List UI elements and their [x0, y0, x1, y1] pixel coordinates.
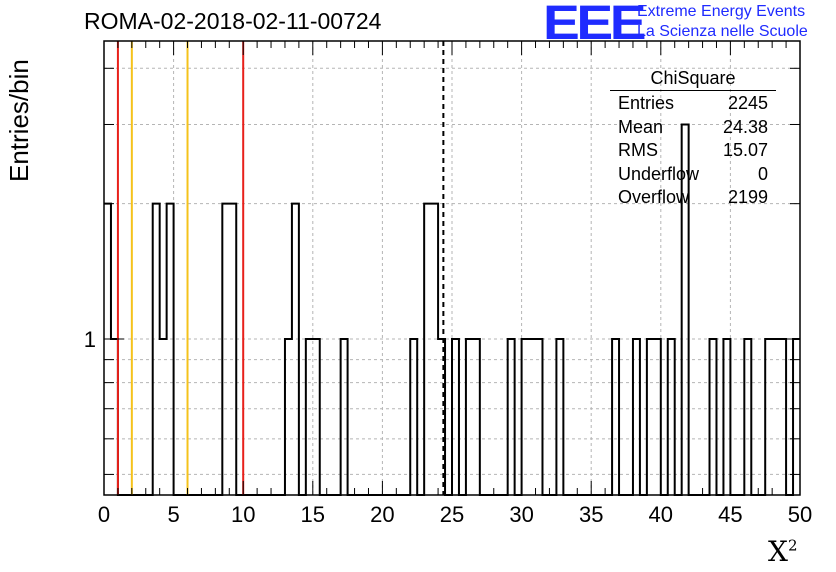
histogram-bin — [292, 204, 299, 495]
axis-ticks — [103, 41, 801, 495]
histogram-bin — [779, 339, 786, 495]
eee-logo: EEE — [543, 0, 647, 50]
stats-label: Entries — [618, 93, 675, 113]
stats-value: 2199 — [727, 187, 768, 207]
stats-value: 24.38 — [722, 116, 768, 137]
x-axis-label-sup: 2 — [787, 536, 798, 555]
x-tick-label: 20 — [370, 502, 394, 527]
histogram-bin — [313, 339, 320, 495]
x-tick-label: 50 — [788, 502, 812, 527]
histogram-bin — [111, 339, 118, 495]
histogram-bin — [466, 339, 473, 495]
x-tick-label: 35 — [579, 502, 603, 527]
x-tick-labels: 0 5 10 15 20 25 30 35 40 45 50 — [98, 502, 812, 527]
histogram-bin — [341, 339, 348, 495]
histogram-bin — [222, 204, 229, 495]
stats-row-overflow: Overflow 2199 — [610, 187, 776, 211]
histogram-bin — [633, 339, 640, 495]
histogram-bin — [229, 204, 236, 495]
stats-label: RMS — [618, 140, 658, 160]
y-tick-labels: 1 — [84, 327, 96, 352]
histogram-bin — [473, 339, 480, 495]
x-tick-label: 10 — [231, 502, 255, 527]
histogram-bin — [452, 339, 459, 495]
x-tick-label: 0 — [98, 502, 110, 527]
stats-row-mean: Mean 24.38 — [610, 117, 776, 141]
histogram-bin — [710, 339, 717, 495]
stats-label: Underflow — [618, 163, 700, 184]
x-tick-label: 15 — [301, 502, 325, 527]
histogram-bin — [793, 339, 800, 495]
histogram-bin — [424, 204, 431, 495]
stats-row-rms: RMS 15.07 — [610, 140, 776, 164]
histogram-bin — [153, 204, 160, 495]
histogram-bin — [612, 339, 619, 495]
stats-title: ChiSquare — [610, 68, 776, 91]
histogram-bin — [556, 339, 563, 495]
logo-line-2: La Scienza nelle Scuole — [637, 23, 808, 40]
y-tick-label: 1 — [84, 327, 96, 352]
histogram-bin — [160, 339, 167, 495]
x-axis-label-text: X — [768, 535, 788, 568]
stats-label: Overflow — [618, 187, 690, 207]
histogram-bin — [285, 339, 292, 495]
chart-title: ROMA-02-2018-02-11-00724 — [84, 8, 382, 34]
x-tick-label: 40 — [649, 502, 673, 527]
x-tick-label: 30 — [509, 502, 533, 527]
logo-line-1: Extreme Energy Events — [637, 3, 806, 20]
x-tick-label: 25 — [440, 502, 464, 527]
histogram-bin — [306, 339, 313, 495]
histogram-bin — [522, 339, 529, 495]
histogram-bin — [508, 339, 515, 495]
stats-label: Mean — [618, 116, 664, 137]
histogram-bin — [431, 204, 438, 495]
histogram-bin — [744, 339, 751, 495]
histogram-bin — [104, 204, 111, 495]
histogram-bin — [654, 339, 661, 495]
histogram-bin — [647, 339, 654, 495]
stats-value: 15.07 — [722, 140, 768, 160]
stats-value: 2245 — [727, 93, 768, 113]
histogram-bin — [438, 339, 445, 495]
histogram-bin — [410, 339, 417, 495]
stats-box: ChiSquare Entries 2245 Mean 24.38 RMS 15… — [610, 68, 776, 211]
stats-row-underflow: Underflow 0 — [610, 164, 776, 188]
histogram-bin — [167, 204, 174, 495]
histogram-bin — [765, 339, 772, 495]
histogram-bin — [723, 339, 730, 495]
y-axis-label: Entries/bin — [4, 59, 34, 182]
histogram-bin — [529, 339, 536, 495]
stats-value: 0 — [757, 163, 768, 184]
x-axis-label: X2 — [768, 535, 797, 568]
x-tick-label: 45 — [718, 502, 742, 527]
reference-lines — [116, 41, 445, 495]
histogram-bin — [668, 339, 675, 495]
x-tick-label: 5 — [167, 502, 179, 527]
stats-row-entries: Entries 2245 — [610, 93, 776, 117]
histogram-bin — [536, 339, 543, 495]
histogram-bin — [772, 339, 779, 495]
